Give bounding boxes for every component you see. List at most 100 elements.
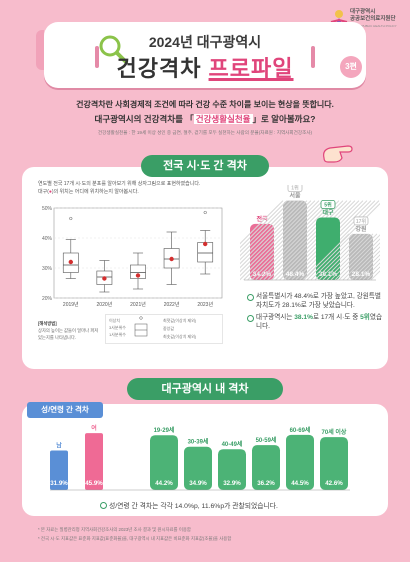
hatch-line	[363, 234, 380, 280]
hatch-line	[240, 201, 295, 280]
hatch-line	[240, 201, 283, 280]
hatch-line	[264, 201, 343, 280]
footnote-1: * 본 자료는 질병관리청 지역사회건강조사의 2023년 조사 결과 및 원시…	[38, 527, 191, 532]
footnotes: * 본 자료는 질병관리청 지역사회건강조사의 2023년 조사 결과 및 원시…	[38, 525, 378, 543]
intro-line2: 대구광역시의 건강격차를 「건강생활실천율 」로 알아볼까요?	[0, 113, 410, 125]
daegu-point	[203, 241, 208, 247]
magnifier-icon	[99, 35, 128, 64]
hatch-line	[240, 201, 319, 280]
demographic-bar-value: 32.9%	[223, 480, 241, 487]
interpretation-note: [해석방법] 상자의 높이는 값들이 얼마나 퍼져있는지를 나타냅니다.	[38, 320, 102, 341]
hatch-line	[339, 234, 380, 280]
legend-label: 3사분위수	[109, 324, 126, 330]
hatch-line	[256, 201, 335, 280]
demographic-category: 50-59세	[256, 436, 277, 444]
legend-label: 이상치	[109, 317, 120, 323]
hatch-line	[240, 201, 303, 280]
hatch-line	[240, 201, 291, 280]
hatch-line	[240, 201, 315, 280]
demographic-bar-value: 42.6%	[325, 480, 343, 487]
b2-hl: 38.1%	[294, 314, 313, 321]
hatch-line	[311, 234, 357, 280]
logo-line1: 대구광역시	[350, 9, 376, 15]
hatch-line	[276, 201, 355, 280]
definition-note: 건강생활실천율 : 한 19세 이상 성인 중 금연, 절주, 걷기를 모두 실…	[97, 130, 313, 135]
demographic-bar-value: 45.9%	[85, 480, 103, 487]
city-name: 전국	[256, 215, 268, 223]
city-name: 서울	[289, 192, 301, 200]
intro-highlight: 건강생활실천율	[193, 114, 253, 124]
hatch-line	[351, 234, 380, 280]
section1-description: 연도별 전국 17개 시·도의 분포를 알아보기 위해 상자그림으로 표현하였습…	[38, 180, 228, 196]
hatch-line	[319, 234, 365, 280]
demographic-category: 남	[56, 441, 62, 449]
pointing-hand-icon	[323, 145, 353, 163]
x-tick-label: 2020년	[97, 301, 113, 308]
rank-badge	[353, 216, 369, 226]
hatch-line	[272, 201, 351, 280]
daegu-point	[169, 256, 174, 262]
demographic-bar	[85, 433, 103, 490]
bullet-seoul-gangwon: 서울특별시가 48.4%로 가장 높았고, 강원특별자치도가 28.1%로 가장…	[247, 292, 382, 310]
y-tick-label: 50%	[42, 206, 53, 212]
hatch-line	[268, 201, 347, 280]
binder-clip-right	[311, 46, 315, 68]
city-bar-value: 28.1%	[352, 271, 371, 278]
b2-hl2: 5위	[360, 314, 370, 321]
daegu-point	[135, 273, 141, 278]
legend-label: 1사분위수	[109, 331, 126, 337]
legend-label: 최댓값(이상치 제외)	[163, 317, 197, 323]
hatch-line	[315, 234, 361, 280]
daegu-point	[68, 259, 73, 265]
section2-tag: 대구광역시 내 격차	[127, 378, 283, 400]
hatch-line	[244, 201, 323, 280]
boxplot-chart: 20% 30% 40% 50% 2019년 2020년 2021년 2022년 2023년	[42, 206, 223, 308]
demographic-category: 19-29세	[154, 426, 175, 434]
city-bar	[250, 223, 274, 280]
legend-label: 중앙값	[163, 325, 174, 331]
hatch-line	[371, 234, 380, 280]
title-plain: 건강격차	[116, 56, 209, 81]
y-tick-label: 40%	[42, 236, 53, 242]
section1-desc-line2: 대구(●)의 위치는 어디에 위치하는지 알아봅시다.	[38, 188, 228, 196]
demographic-category: 30-39세	[188, 438, 209, 446]
desc-pre: 대구(	[38, 189, 49, 195]
hatch-line	[359, 234, 380, 280]
hatch-line	[248, 201, 327, 280]
city-name: 강원	[355, 225, 366, 233]
hatch-line	[252, 201, 331, 280]
intro-line2-pre: 대구광역시의 건강격차를 「	[94, 114, 194, 124]
demographic-bar-value: 31.9%	[50, 480, 68, 487]
demographic-bar	[184, 446, 212, 490]
daegu-point	[102, 276, 107, 281]
outlier-point	[203, 210, 207, 215]
x-tick-label: 2021년	[130, 301, 146, 308]
x-tick-label: 2019년	[63, 301, 79, 308]
hatch-line	[307, 234, 353, 280]
legend-outlier-glyph	[139, 316, 143, 320]
y-tick-label: 30%	[42, 266, 53, 272]
hatch-line	[335, 234, 380, 280]
hatch-line	[240, 201, 287, 280]
outlier-point	[69, 216, 73, 221]
interp-text: 상자의 높이는 값들이 얼마나 퍼져있는지를 나타냅니다.	[38, 328, 99, 340]
hatch-line	[355, 234, 380, 280]
intro-line1: 건강격차란 사회경제적 조건에 따라 건강 수준 차이를 보이는 현상을 뜻합니…	[76, 100, 334, 109]
hatch-line	[260, 201, 339, 280]
city-name: 대구	[322, 209, 334, 217]
rank-label: 17위	[356, 218, 367, 225]
demographic-bar-value: 44.5%	[291, 480, 309, 487]
logo-line2: 공공보건의료지원단	[350, 16, 396, 22]
demographic-category: 40-49세	[222, 440, 243, 448]
demographic-bar-value: 44.2%	[155, 480, 173, 487]
section2-bullet: 성/연령 간 격차는 각각 14.0%p, 11.6%p가 관찰되었습니다.	[100, 500, 360, 510]
daegu-dot-symbol: ●	[48, 189, 52, 195]
hatch-line	[303, 234, 349, 280]
demographic-bar	[286, 434, 314, 490]
hatch-line	[240, 201, 311, 280]
demographic-category: 70세 이상	[322, 428, 347, 436]
section1-tag: 전국 시·도 간 격차	[141, 155, 269, 177]
rank-label: 5위	[324, 202, 332, 209]
